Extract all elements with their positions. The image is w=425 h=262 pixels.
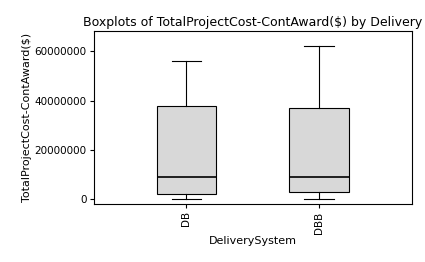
- X-axis label: DeliverySystem: DeliverySystem: [209, 236, 297, 246]
- PathPatch shape: [156, 106, 216, 194]
- PathPatch shape: [289, 108, 349, 192]
- Title: Boxplots of TotalProjectCost-ContAward($) by Delivery: Boxplots of TotalProjectCost-ContAward($…: [83, 16, 422, 29]
- Y-axis label: TotalProjectCost-ContAward($): TotalProjectCost-ContAward($): [22, 33, 31, 203]
